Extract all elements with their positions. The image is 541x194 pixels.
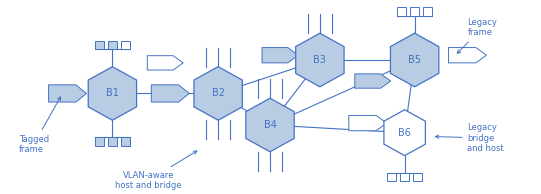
Polygon shape (387, 173, 396, 181)
Polygon shape (448, 48, 486, 63)
Polygon shape (95, 138, 104, 146)
Polygon shape (355, 74, 391, 88)
Polygon shape (88, 67, 136, 120)
Polygon shape (121, 41, 130, 49)
Polygon shape (384, 110, 425, 156)
Polygon shape (296, 33, 344, 87)
Polygon shape (410, 7, 419, 16)
Polygon shape (349, 115, 387, 131)
Polygon shape (413, 173, 422, 181)
Text: B6: B6 (398, 128, 411, 138)
Polygon shape (400, 173, 409, 181)
Polygon shape (49, 85, 87, 102)
Polygon shape (108, 138, 117, 146)
Polygon shape (262, 48, 298, 63)
Text: B3: B3 (313, 55, 326, 65)
Polygon shape (194, 67, 242, 120)
Text: B1: B1 (106, 88, 119, 99)
Polygon shape (423, 7, 432, 16)
Text: B2: B2 (212, 88, 225, 99)
Text: B5: B5 (408, 55, 421, 65)
Polygon shape (108, 41, 117, 49)
Text: Legacy
frame: Legacy frame (457, 18, 497, 53)
Polygon shape (246, 98, 294, 152)
Text: Tagged
frame: Tagged frame (18, 97, 61, 154)
Polygon shape (151, 85, 189, 102)
Polygon shape (397, 7, 406, 16)
Text: B4: B4 (263, 120, 276, 130)
Text: VLAN-aware
host and bridge: VLAN-aware host and bridge (115, 151, 197, 190)
Polygon shape (121, 138, 130, 146)
Text: Legacy
bridge
and host: Legacy bridge and host (436, 123, 504, 153)
Polygon shape (147, 56, 183, 70)
Polygon shape (391, 33, 439, 87)
Polygon shape (95, 41, 104, 49)
